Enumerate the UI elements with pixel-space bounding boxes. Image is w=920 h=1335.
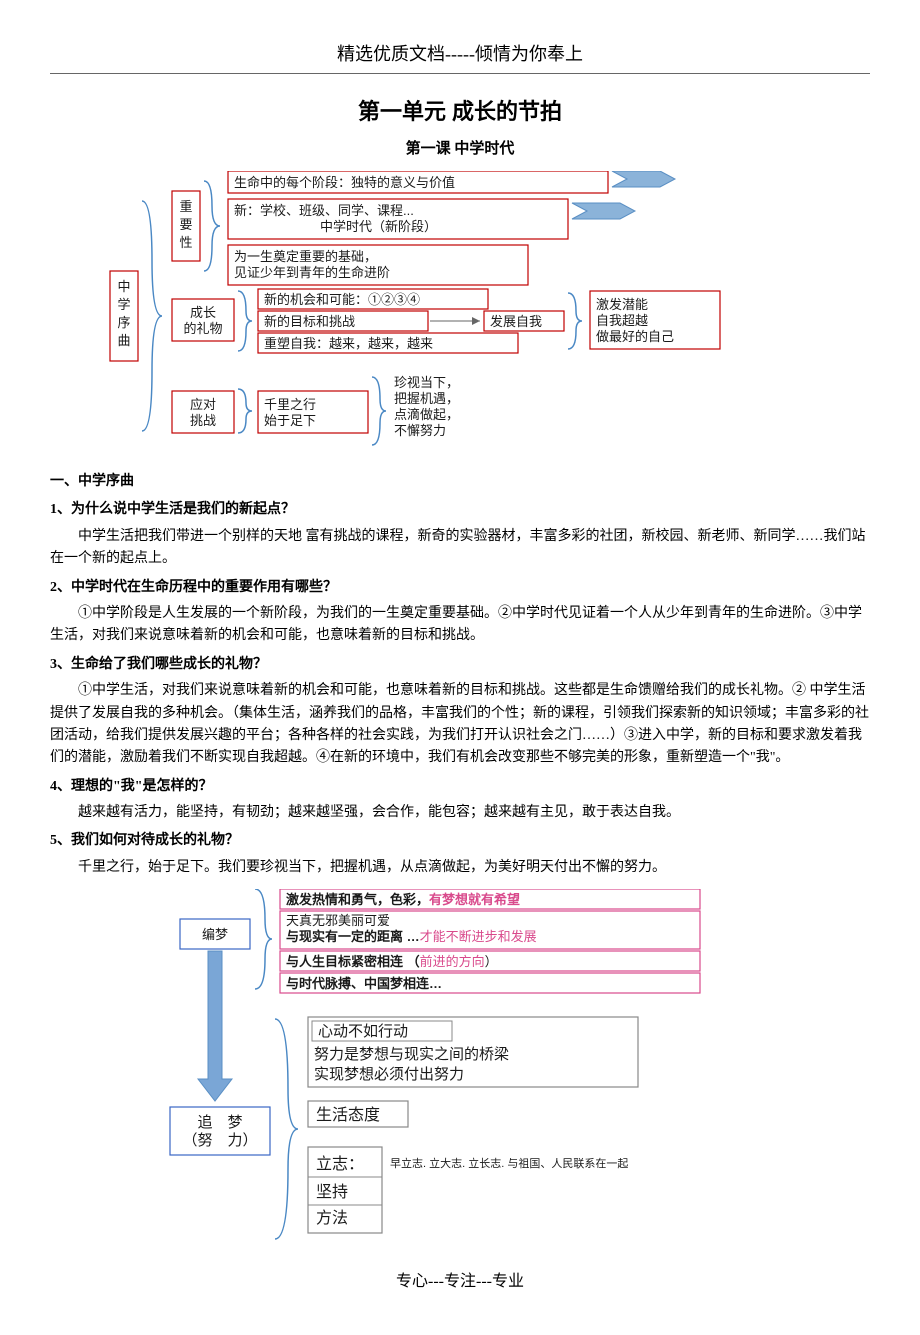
svg-text:生活态度: 生活态度 — [316, 1106, 380, 1124]
svg-text:坚持: 坚持 — [316, 1183, 348, 1201]
svg-text:心动不如行动: 心动不如行动 — [318, 1023, 408, 1040]
page-footer: 专心---专注---专业 — [50, 1269, 870, 1295]
diagram-2: 编梦 激发热情和勇气，色彩，有梦想就有希望 天真无邪美丽可爱与现实有一定的距离 … — [100, 889, 820, 1249]
header-rule — [50, 73, 870, 74]
svg-text:与时代脉搏、中国梦相连…: 与时代脉搏、中国梦相连… — [286, 976, 442, 991]
lesson-title: 第一课 中学时代 — [50, 137, 870, 161]
q2-body: ①中学阶段是人生发展的一个新阶段，为我们的一生奠定重要基础。②中学时代见证着一个… — [50, 603, 870, 648]
svg-text:珍视当下，把握机遇，点滴做起，不懈努力: 珍视当下，把握机遇，点滴做起，不懈努力 — [394, 375, 459, 438]
unit-title: 第一单元 成长的节拍 — [50, 94, 870, 129]
svg-text:早立志. 立大志. 立长志. 与祖国、人民联系在一起: 早立志. 立大志. 立长志. 与祖国、人民联系在一起 — [390, 1156, 628, 1170]
q3-title: 3、生命给了我们哪些成长的礼物？ — [50, 654, 870, 676]
q5-body: 千里之行，始于足下。我们要珍视当下，把握机遇，从点滴做起，为美好明天付出不懈的努… — [50, 857, 870, 879]
svg-text:千里之行始于足下: 千里之行始于足下 — [264, 397, 316, 428]
q3-body: ①中学生活，对我们来说意味着新的机会和可能，也意味着新的目标和挑战。这些都是生命… — [50, 680, 870, 770]
svg-text:编梦: 编梦 — [202, 927, 228, 942]
svg-text:方法: 方法 — [316, 1209, 348, 1227]
svg-text:重要性: 重要性 — [179, 199, 192, 250]
diagram-1: 中学序曲 重要性 生命中的每个阶段：独特的意义与价值 新：学校、班级、同学、课程… — [100, 171, 820, 461]
svg-text:努力是梦想与现实之间的桥梁: 努力是梦想与现实之间的桥梁 — [314, 1046, 509, 1063]
svg-text:立志：: 立志： — [316, 1155, 364, 1173]
q1-title: 1、为什么说中学生活是我们的新起点？ — [50, 499, 870, 521]
q1-body: 中学生活把我们带进一个别样的天地 富有挑战的课程，新奇的实验器材，丰富多彩的社团… — [50, 526, 870, 571]
q4-title: 4、理想的"我"是怎样的？ — [50, 776, 870, 798]
svg-text:发展自我: 发展自我 — [490, 314, 542, 329]
svg-text:与人生目标紧密相连 （前进的方向）: 与人生目标紧密相连 （前进的方向） — [286, 954, 498, 969]
svg-text:重塑自我：越来，越来，越来: 重塑自我：越来，越来，越来 — [264, 336, 433, 351]
svg-text:为一生奠定重要的基础，见证少年到青年的生命进阶: 为一生奠定重要的基础，见证少年到青年的生命进阶 — [234, 249, 390, 280]
d1-root-c1: 中 — [117, 279, 130, 294]
svg-text:新的目标和挑战: 新的目标和挑战 — [264, 314, 355, 329]
section-1-heading: 一、中学序曲 — [50, 471, 870, 493]
svg-text:实现梦想必须付出努力: 实现梦想必须付出努力 — [314, 1066, 464, 1083]
page-header: 精选优质文档-----倾情为你奉上 — [50, 40, 870, 69]
svg-text:应对挑战: 应对挑战 — [190, 397, 216, 428]
q5-title: 5、我们如何对待成长的礼物？ — [50, 830, 870, 852]
d1-b2-c1: 新的机会和可能：①②③④ — [264, 292, 420, 307]
d1-b1-c1: 生命中的每个阶段：独特的意义与价值 — [234, 175, 455, 190]
q2-title: 2、中学时代在生命历程中的重要作用有哪些？ — [50, 577, 870, 599]
q4-body: 越来越有活力，能坚持，有韧劲；越来越坚强，会合作，能包容；越来越有主见，敢于表达… — [50, 802, 870, 824]
svg-text:激发热情和勇气，色彩，有梦想就有希望: 激发热情和勇气，色彩，有梦想就有希望 — [286, 892, 520, 907]
